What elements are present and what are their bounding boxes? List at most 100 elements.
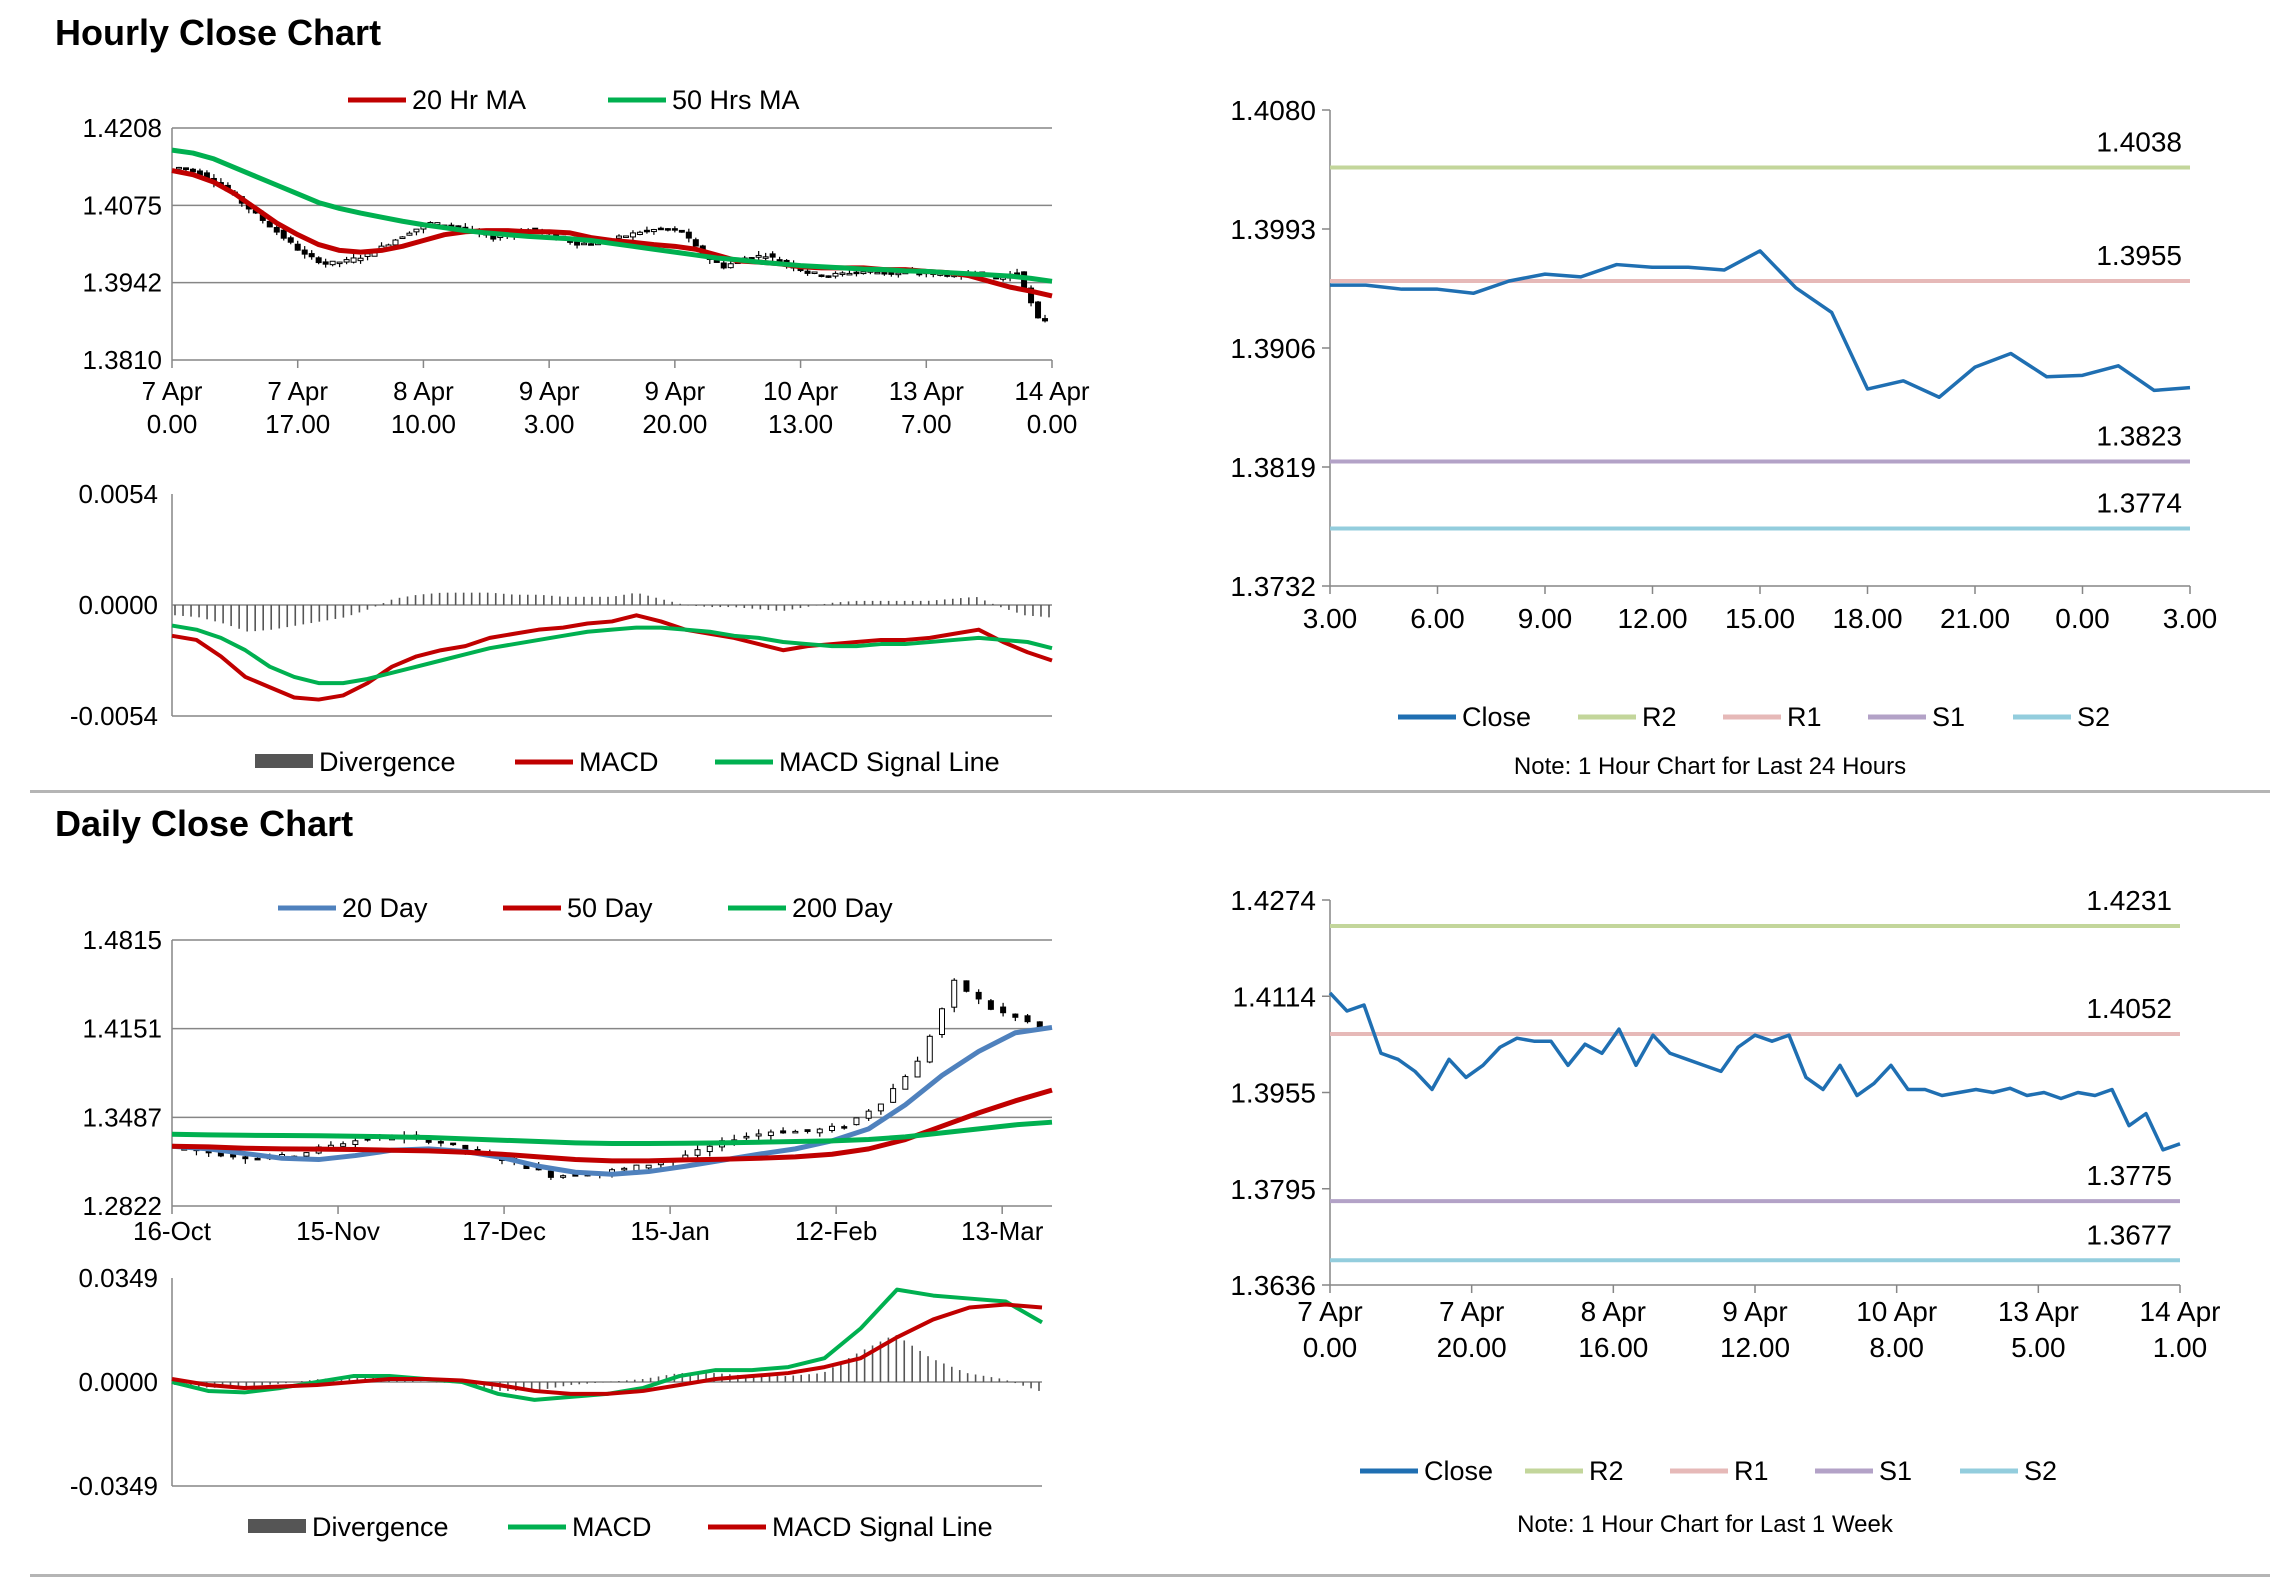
candle-body bbox=[664, 228, 671, 231]
candle-body bbox=[877, 1103, 884, 1112]
x-tick-label: 0.00 bbox=[2055, 603, 2110, 634]
x-tick-label: 1.00 bbox=[2153, 1332, 2208, 1363]
candle-body bbox=[853, 271, 860, 275]
x-tick-label: 18.00 bbox=[1832, 603, 1902, 634]
x-tick-label: 6.00 bbox=[1410, 603, 1465, 634]
legend-label-1: R2 bbox=[1642, 702, 1677, 732]
y-tick-label: 0.0349 bbox=[78, 1263, 158, 1293]
candle-body bbox=[804, 1129, 811, 1132]
candle-body bbox=[280, 229, 287, 239]
candle-body bbox=[437, 1141, 444, 1144]
y-tick-label: 1.3795 bbox=[1230, 1174, 1316, 1205]
bottom-divider bbox=[30, 1574, 2270, 1577]
candle-body bbox=[881, 272, 888, 275]
candle-body bbox=[846, 272, 853, 276]
candle-body bbox=[413, 228, 420, 233]
legend-label-2: R1 bbox=[1787, 702, 1822, 732]
y-tick-label: 1.4815 bbox=[82, 925, 162, 955]
legend-label-4: S2 bbox=[2024, 1456, 2057, 1486]
y-tick-label: 1.3487 bbox=[82, 1102, 162, 1132]
x-tick-label: 8.00 bbox=[1869, 1332, 1924, 1363]
level-label-r2: 1.4231 bbox=[2086, 885, 2172, 916]
legend-label-3: S1 bbox=[1932, 702, 1965, 732]
candle-body bbox=[574, 241, 581, 246]
candle-body bbox=[865, 1110, 872, 1119]
y-tick-label: 1.3993 bbox=[1230, 214, 1316, 245]
candle-body bbox=[987, 1000, 994, 1010]
legend-label-1: R2 bbox=[1589, 1456, 1624, 1486]
x-tick-label: 3.00 bbox=[1303, 603, 1358, 634]
x-tick-label: 7 Apr bbox=[267, 376, 328, 406]
hourly-macd-chart: 0.0054 0.0000 -0.0054 Divergence MACD MACD Si… bbox=[70, 479, 1053, 777]
candle-body bbox=[874, 271, 881, 275]
y-tick-label: 1.4080 bbox=[1230, 95, 1316, 126]
candle-body bbox=[727, 263, 734, 269]
candle-body bbox=[399, 236, 406, 240]
legend-label-2: R1 bbox=[1734, 1456, 1769, 1486]
candle-body bbox=[343, 259, 350, 263]
level-label-r1: 1.4052 bbox=[2086, 993, 2172, 1024]
level-label-s1: 1.3775 bbox=[2086, 1160, 2172, 1191]
x-tick-label: 10 Apr bbox=[763, 376, 839, 406]
x-tick-label: 7.00 bbox=[901, 409, 952, 439]
x-tick-label: 13-Mar bbox=[961, 1216, 1044, 1246]
candle-body bbox=[963, 980, 970, 992]
x-tick-label: 10.00 bbox=[391, 409, 456, 439]
candle-body bbox=[841, 1126, 848, 1129]
candle-body bbox=[406, 232, 413, 236]
legend-swatch-0 bbox=[255, 754, 313, 768]
candle-body bbox=[657, 227, 664, 231]
candle-body bbox=[336, 261, 343, 265]
daily-section-title: Daily Close Chart bbox=[55, 803, 354, 844]
candle-body bbox=[818, 274, 825, 277]
candle-body bbox=[769, 253, 776, 258]
candle-body bbox=[266, 220, 273, 228]
candle-body bbox=[792, 1130, 799, 1134]
x-tick-label: 8 Apr bbox=[393, 376, 454, 406]
level-label-r1: 1.3955 bbox=[2096, 240, 2182, 271]
candle-body bbox=[273, 227, 280, 233]
x-tick-label: 7 Apr bbox=[1297, 1296, 1362, 1327]
candle-body bbox=[1042, 318, 1049, 322]
level-label-r2: 1.4038 bbox=[2096, 126, 2182, 157]
legend-label-2: 200 Day bbox=[792, 893, 893, 923]
y-tick-label: 0.0000 bbox=[78, 590, 158, 620]
x-tick-label: 0.00 bbox=[1027, 409, 1078, 439]
candle-body bbox=[939, 1008, 945, 1036]
legend-swatch-0 bbox=[248, 1519, 306, 1533]
candle-body bbox=[643, 229, 650, 233]
candle-body bbox=[629, 232, 636, 238]
y-tick-label: 1.4208 bbox=[82, 113, 162, 143]
candle-body bbox=[926, 1035, 933, 1063]
series-close bbox=[1330, 249, 2191, 399]
x-tick-label: 15-Jan bbox=[630, 1216, 710, 1246]
candle-body bbox=[189, 168, 196, 173]
candle-body bbox=[816, 1128, 823, 1134]
y-tick-label: 1.4274 bbox=[1230, 885, 1316, 916]
candle-body bbox=[755, 254, 762, 258]
legend-label-0: Divergence bbox=[312, 1512, 449, 1542]
candle-body bbox=[615, 235, 622, 239]
series-50-hrs-ma bbox=[171, 147, 1053, 284]
chart-note: Note: 1 Hour Chart for Last 1 Week bbox=[1517, 1511, 1894, 1538]
candle-body bbox=[890, 1088, 897, 1103]
candle-body bbox=[357, 257, 364, 262]
x-tick-label: 0.00 bbox=[147, 409, 198, 439]
candle-body bbox=[340, 1143, 347, 1147]
legend-label-2: MACD Signal Line bbox=[772, 1512, 993, 1542]
level-label-s1: 1.3823 bbox=[2096, 421, 2182, 452]
candle-body bbox=[692, 239, 699, 247]
legend-label-3: S1 bbox=[1879, 1456, 1912, 1486]
x-tick-label: 3.00 bbox=[2163, 603, 2218, 634]
series-macd bbox=[171, 1287, 1043, 1402]
candle-body bbox=[720, 262, 727, 269]
series-20-hr-ma bbox=[171, 168, 1053, 299]
candle-body bbox=[825, 275, 832, 278]
legend-label-1: 50 Hrs MA bbox=[672, 85, 800, 115]
x-tick-label: 9 Apr bbox=[644, 376, 705, 406]
candle-body bbox=[811, 271, 818, 274]
y-tick-label: 1.3955 bbox=[1230, 1078, 1316, 1109]
candle-body bbox=[490, 235, 497, 240]
candle-body bbox=[780, 1130, 787, 1134]
